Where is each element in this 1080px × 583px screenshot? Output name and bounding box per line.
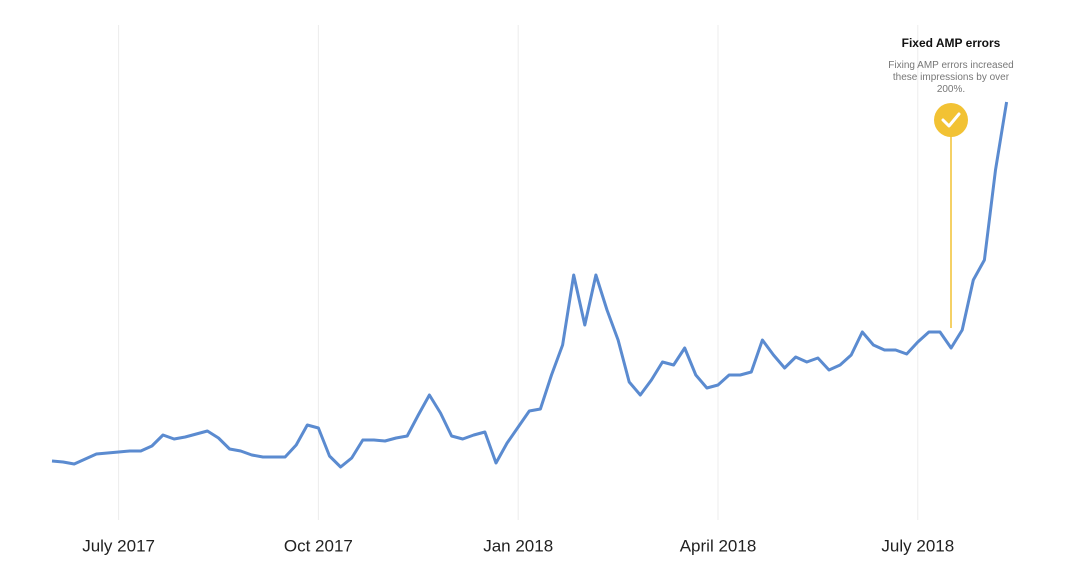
annotation-text: Fixing AMP errors increased these impres…: [888, 60, 1014, 95]
annotation-title: Fixed AMP errors: [901, 36, 1001, 50]
x-tick-label: Jan 2018: [483, 536, 553, 555]
x-tick-label: July 2018: [881, 536, 954, 555]
x-tick-label: April 2018: [680, 536, 757, 555]
x-tick-label: Oct 2017: [284, 536, 353, 555]
annotation-marker: [934, 103, 968, 137]
annotation-check: [941, 112, 961, 128]
x-tick-label: July 2017: [82, 536, 155, 555]
data-line: [51, 101, 1009, 469]
